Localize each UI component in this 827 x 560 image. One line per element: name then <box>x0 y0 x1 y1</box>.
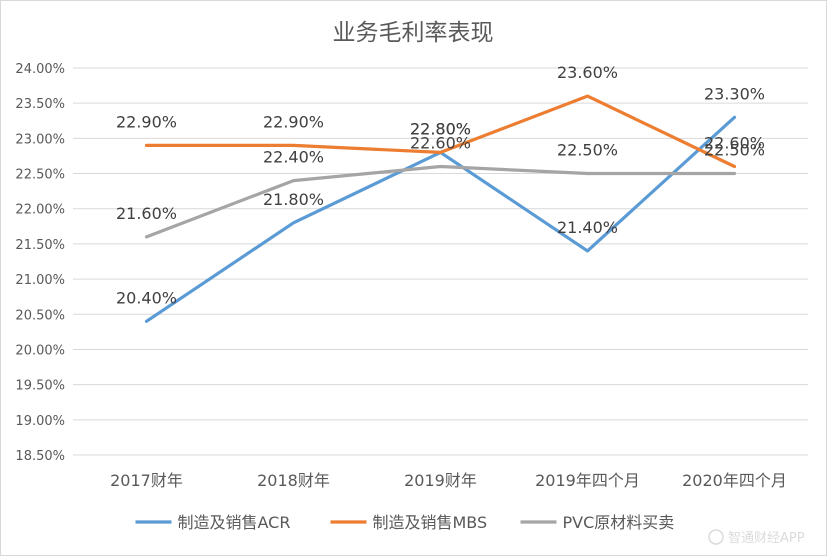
legend-label: PVC原材料买卖 <box>563 513 675 532</box>
y-tick-label: 20.50% <box>15 308 65 323</box>
data-label: 21.40% <box>557 218 618 237</box>
y-tick-label: 21.50% <box>15 238 65 253</box>
data-label: 20.40% <box>116 288 177 307</box>
y-tick-label: 22.00% <box>15 203 65 218</box>
y-tick-label: 24.00% <box>15 62 65 77</box>
y-tick-label: 23.50% <box>15 97 65 112</box>
y-tick-label: 22.50% <box>15 168 65 183</box>
data-label: 22.40% <box>263 148 324 167</box>
watermark-text: 智通财经APP <box>728 531 805 546</box>
data-label: 21.60% <box>116 204 177 223</box>
y-tick-label: 21.00% <box>15 273 65 288</box>
x-tick-label: 2020年四个月 <box>682 471 787 490</box>
data-label: 22.50% <box>704 141 765 160</box>
data-label: 22.50% <box>557 141 618 160</box>
y-tick-label: 18.50% <box>15 449 65 464</box>
x-tick-label: 2019财年 <box>404 471 477 490</box>
y-tick-label: 19.50% <box>15 379 65 394</box>
x-tick-label: 2019年四个月 <box>535 471 640 490</box>
data-label: 22.60% <box>410 134 471 153</box>
y-tick-label: 20.00% <box>15 343 65 358</box>
data-label: 22.90% <box>263 112 324 131</box>
data-label: 22.90% <box>116 112 177 131</box>
legend-label: 制造及销售ACR <box>178 513 291 532</box>
legend: 制造及销售ACR 制造及销售MBS PVC原材料买卖 <box>136 513 675 532</box>
x-tick-label: 2018财年 <box>257 471 330 490</box>
x-tick-label: 2017财年 <box>110 471 183 490</box>
legend-label: 制造及销售MBS <box>373 513 488 532</box>
y-tick-label: 23.00% <box>15 132 65 147</box>
y-tick-label: 19.00% <box>15 414 65 429</box>
data-label: 23.60% <box>557 63 618 82</box>
data-label: 23.30% <box>704 84 765 103</box>
data-label: 21.80% <box>263 190 324 209</box>
chart-title: 业务毛利率表现 <box>333 20 494 46</box>
